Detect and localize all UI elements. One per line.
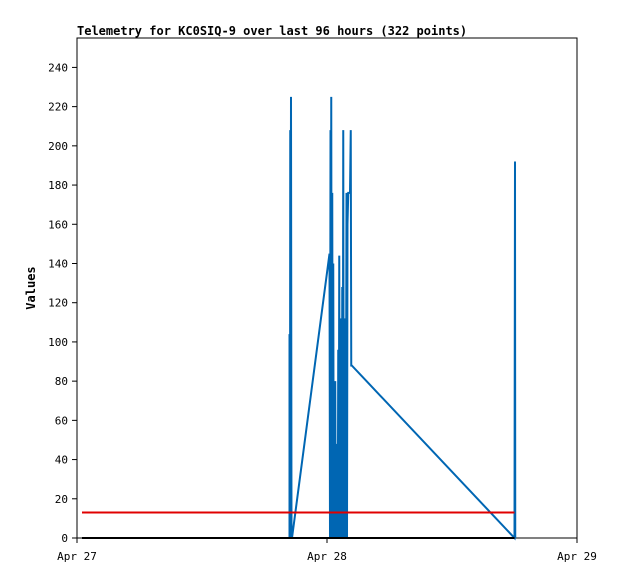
y-tick-label: 240 bbox=[48, 61, 68, 74]
x-axis: Apr 27 Apr 28 Apr 29 bbox=[57, 538, 597, 563]
y-tick-label: 160 bbox=[48, 218, 68, 231]
series-line-1 bbox=[288, 96, 517, 541]
y-tick-label: 80 bbox=[55, 375, 68, 388]
y-tick-label: 60 bbox=[55, 414, 68, 427]
y-tick-label: 220 bbox=[48, 101, 68, 114]
y-tick-label: 200 bbox=[48, 140, 68, 153]
chart-title: Telemetry for KC0SIQ-9 over last 96 hour… bbox=[77, 24, 467, 38]
series-layer bbox=[82, 96, 517, 541]
y-tick-label: 100 bbox=[48, 336, 68, 349]
y-tick-label: 140 bbox=[48, 257, 68, 270]
y-tick-label: 40 bbox=[55, 454, 68, 467]
y-tick-label: 180 bbox=[48, 179, 68, 192]
y-axis: 0 20 40 60 80 100 120 140 160 180 200 220 240 bbox=[48, 61, 77, 545]
y-axis-label: Values bbox=[24, 266, 38, 309]
x-tick-label: Apr 27 bbox=[57, 550, 97, 563]
y-tick-label: 20 bbox=[55, 493, 68, 506]
y-tick-label: 120 bbox=[48, 297, 68, 310]
x-tick-label: Apr 28 bbox=[307, 550, 347, 563]
y-tick-label: 0 bbox=[61, 532, 68, 545]
x-tick-label: Apr 29 bbox=[557, 550, 597, 563]
